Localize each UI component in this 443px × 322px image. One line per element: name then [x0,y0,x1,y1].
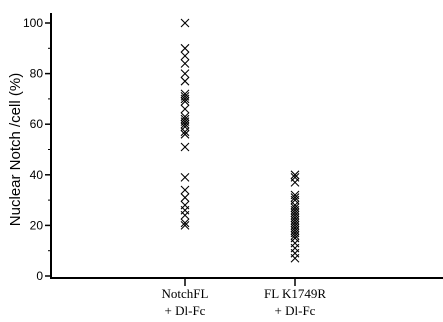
x-category-label-line2: + Dl-Fc [275,303,316,318]
data-point [180,172,190,182]
data-point [180,69,190,78]
data-point [180,97,190,106]
y-tick-label: 0 [36,269,43,283]
data-point [180,59,190,68]
data-point [180,221,190,230]
data-point [180,104,190,114]
x-category-label: NotchFL [162,286,209,301]
data-point [180,129,190,139]
data-point [290,231,300,240]
data-point [290,253,300,263]
axes: 0 20 40 60 80 100 NotchFL + Dl-Fc FL K1749R + Dl-… [23,13,443,318]
data-point [290,178,300,187]
data-point [180,18,190,28]
data-point [180,218,190,228]
y-axis-label: Nuclear Notch /cell (%) [7,73,24,226]
data-point [180,142,190,152]
data-point [180,94,190,104]
data-point [290,170,300,180]
x-category-label: FL K1749R [264,286,326,301]
data-point [180,185,190,195]
data-point [290,193,300,202]
data-point [180,210,190,220]
data-point [180,119,190,129]
y-tick-label: 40 [30,168,44,182]
data-point [180,43,190,53]
y-tick-label: 20 [30,218,44,232]
data-marks [180,18,300,263]
data-point [180,51,190,61]
data-point [180,193,190,202]
x-category-label-line2: + Dl-Fc [165,303,206,318]
y-tick-label: 80 [30,67,44,81]
data-point [180,76,190,86]
data-point [180,127,190,137]
y-tick-label: 60 [30,117,44,131]
y-tick-label: 100 [23,16,43,30]
